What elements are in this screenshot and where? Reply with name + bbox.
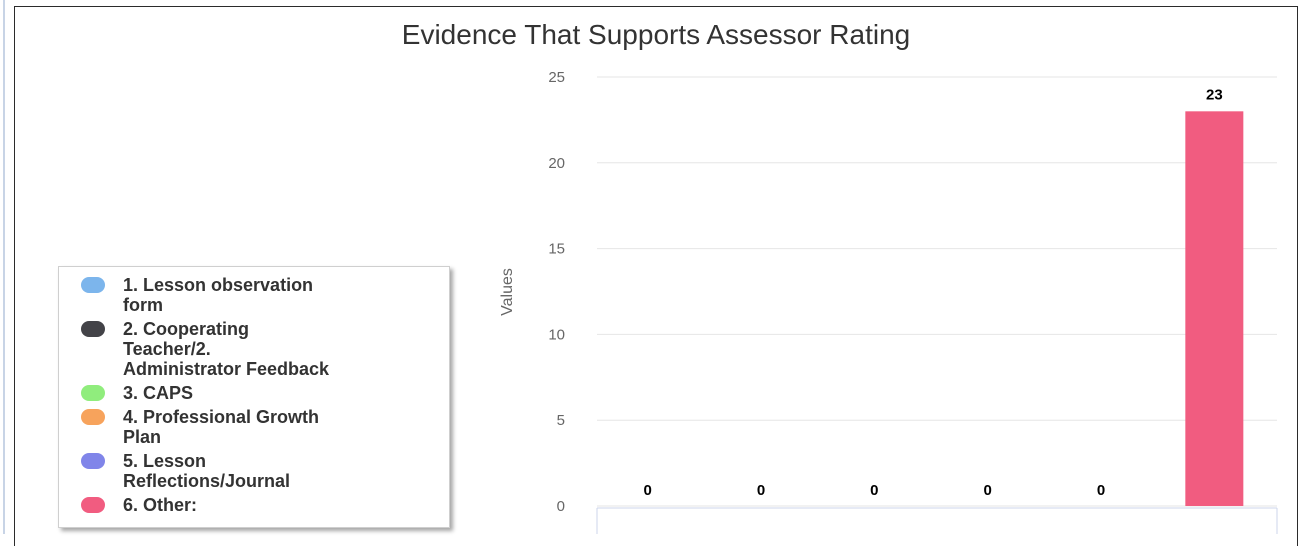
chart-title: Evidence That Supports Assessor Rating (401, 19, 911, 50)
legend-label: form (123, 295, 163, 315)
legend-label: Teacher/2. (123, 339, 211, 359)
legend-item[interactable]: 5. Lesson Reflections/Journal (81, 451, 449, 491)
legend-label: 6. Other: (123, 495, 198, 515)
legend-marker-icon (81, 277, 105, 293)
window-edge (3, 0, 5, 534)
y-tick-label: 5 (557, 412, 565, 429)
y-tick-label: 0 (557, 498, 565, 515)
data-label: 0 (1097, 482, 1105, 499)
chart-legend: 1. Lesson observation form 2. Cooperating T… (58, 266, 450, 528)
legend-label: 5. Lesson (123, 451, 207, 471)
data-label: 0 (643, 482, 651, 499)
legend-marker-icon (81, 409, 105, 425)
legend-marker-icon (81, 385, 105, 401)
legend-marker-icon (81, 321, 105, 337)
legend-label: 4. Professional Growth (123, 407, 320, 427)
legend-item[interactable]: 3. CAPS (81, 383, 449, 403)
data-label: 0 (870, 482, 878, 499)
legend-marker-icon (81, 453, 105, 469)
bar (1185, 111, 1244, 506)
y-axis-label: Values (499, 268, 516, 316)
y-tick-label: 15 (548, 241, 565, 258)
bar-chart: 0 5 10 15 20 25 Values 0 0 0 0 0 23 (499, 69, 1278, 534)
legend-label: 1. Lesson observation (123, 275, 314, 295)
y-tick-label: 25 (548, 69, 565, 86)
legend-item[interactable]: 2. Cooperating Teacher/2. Administrator Fe… (81, 319, 449, 379)
legend-item[interactable]: 6. Other: (81, 495, 449, 515)
legend-label: Plan (123, 427, 162, 447)
legend-marker-icon (81, 497, 105, 513)
legend-item[interactable]: 1. Lesson observation form (81, 275, 449, 315)
y-tick-label: 10 (548, 326, 565, 343)
data-label: 0 (757, 482, 765, 499)
data-label: 0 (983, 482, 991, 499)
data-label: 23 (1206, 86, 1223, 103)
legend-item[interactable]: 4. Professional Growth Plan (81, 407, 449, 447)
legend-label: 2. Cooperating (123, 319, 250, 339)
y-tick-label: 20 (548, 155, 565, 172)
legend-label: Administrator Feedback (123, 359, 330, 379)
legend-label: 3. CAPS (123, 383, 194, 403)
legend-label: Reflections/Journal (123, 471, 291, 491)
